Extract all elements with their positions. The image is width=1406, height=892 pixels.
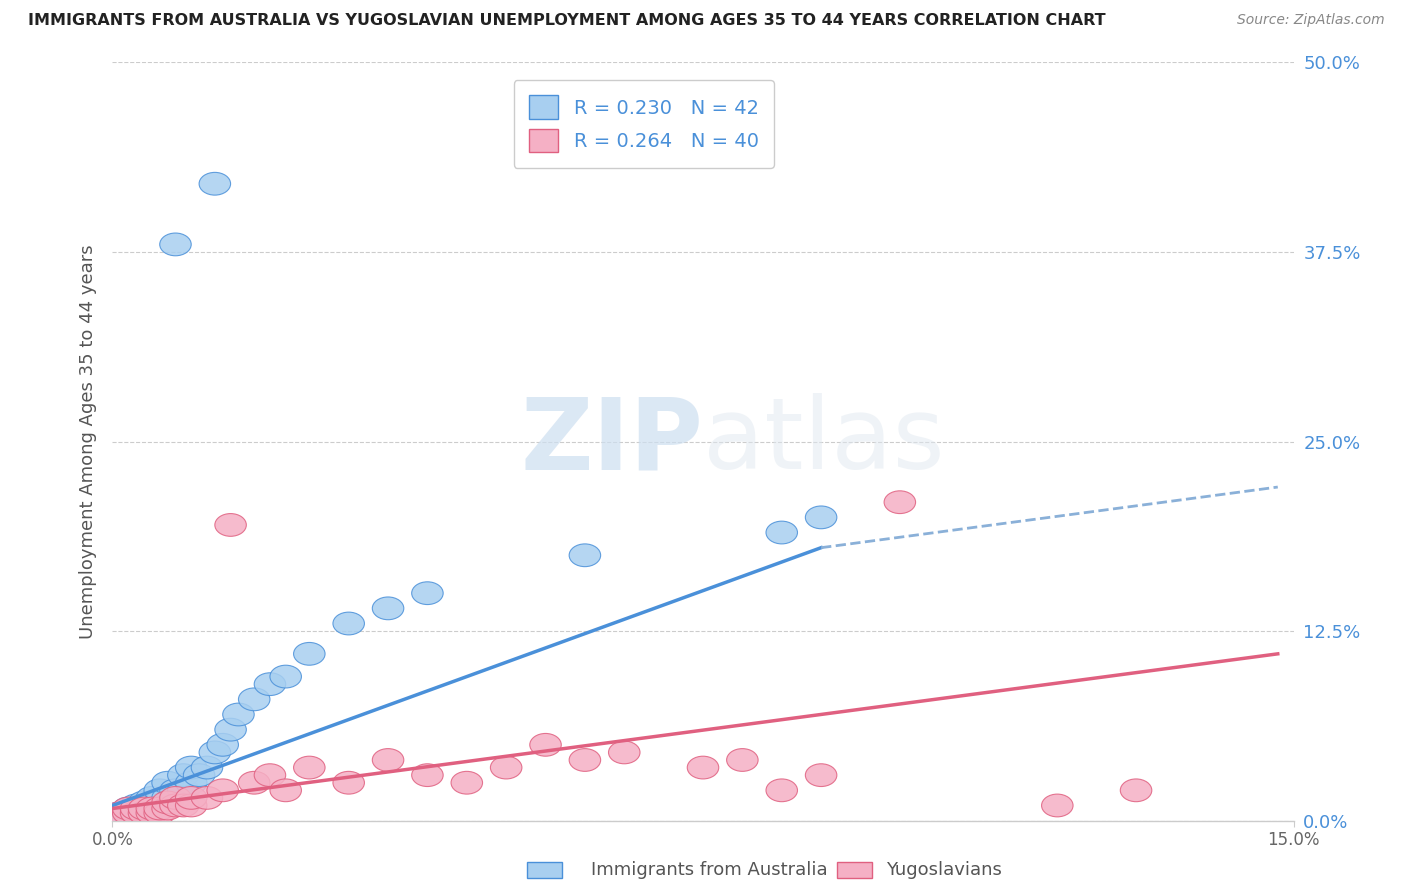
Ellipse shape: [112, 797, 143, 820]
Ellipse shape: [121, 802, 152, 824]
Ellipse shape: [207, 779, 239, 802]
Ellipse shape: [806, 506, 837, 529]
Ellipse shape: [727, 748, 758, 772]
Ellipse shape: [136, 797, 167, 820]
Ellipse shape: [183, 764, 215, 787]
Ellipse shape: [121, 794, 152, 817]
Ellipse shape: [191, 756, 222, 779]
Ellipse shape: [207, 733, 239, 756]
Ellipse shape: [167, 794, 200, 817]
Y-axis label: Unemployment Among Ages 35 to 44 years: Unemployment Among Ages 35 to 44 years: [79, 244, 97, 639]
Ellipse shape: [143, 802, 176, 824]
Ellipse shape: [609, 741, 640, 764]
Text: Source: ZipAtlas.com: Source: ZipAtlas.com: [1237, 13, 1385, 28]
Text: IMMIGRANTS FROM AUSTRALIA VS YUGOSLAVIAN UNEMPLOYMENT AMONG AGES 35 TO 44 YEARS : IMMIGRANTS FROM AUSTRALIA VS YUGOSLAVIAN…: [28, 13, 1105, 29]
Ellipse shape: [373, 748, 404, 772]
Ellipse shape: [152, 787, 183, 809]
Ellipse shape: [152, 772, 183, 794]
Ellipse shape: [167, 764, 200, 787]
Ellipse shape: [451, 772, 482, 794]
Ellipse shape: [200, 741, 231, 764]
Text: atlas: atlas: [703, 393, 945, 490]
Ellipse shape: [491, 756, 522, 779]
Ellipse shape: [254, 764, 285, 787]
Ellipse shape: [112, 802, 143, 824]
Ellipse shape: [160, 787, 191, 809]
Ellipse shape: [104, 802, 136, 824]
Ellipse shape: [152, 791, 183, 814]
Legend: R = 0.230   N = 42, R = 0.264   N = 40: R = 0.230 N = 42, R = 0.264 N = 40: [513, 79, 775, 168]
Text: ZIP: ZIP: [520, 393, 703, 490]
Ellipse shape: [152, 794, 183, 817]
Ellipse shape: [215, 718, 246, 741]
Ellipse shape: [373, 597, 404, 620]
Ellipse shape: [143, 797, 176, 820]
Ellipse shape: [333, 612, 364, 635]
Ellipse shape: [200, 172, 231, 195]
Ellipse shape: [128, 797, 160, 820]
Ellipse shape: [160, 787, 191, 809]
Text: Immigrants from Australia: Immigrants from Australia: [591, 861, 827, 879]
Ellipse shape: [239, 688, 270, 711]
Ellipse shape: [143, 797, 176, 820]
Ellipse shape: [412, 582, 443, 605]
Ellipse shape: [530, 733, 561, 756]
Ellipse shape: [884, 491, 915, 514]
Ellipse shape: [294, 642, 325, 665]
Ellipse shape: [239, 772, 270, 794]
Ellipse shape: [136, 787, 167, 809]
Ellipse shape: [412, 764, 443, 787]
Ellipse shape: [128, 791, 160, 814]
Ellipse shape: [112, 797, 143, 820]
Ellipse shape: [806, 764, 837, 787]
Ellipse shape: [160, 233, 191, 256]
Ellipse shape: [222, 703, 254, 726]
Ellipse shape: [176, 794, 207, 817]
Text: Yugoslavians: Yugoslavians: [886, 861, 1001, 879]
Ellipse shape: [160, 794, 191, 817]
Ellipse shape: [112, 802, 143, 824]
Ellipse shape: [176, 756, 207, 779]
Ellipse shape: [1121, 779, 1152, 802]
Ellipse shape: [128, 797, 160, 820]
Ellipse shape: [143, 791, 176, 814]
Ellipse shape: [121, 797, 152, 820]
Ellipse shape: [254, 673, 285, 696]
Ellipse shape: [766, 521, 797, 544]
Ellipse shape: [294, 756, 325, 779]
Ellipse shape: [333, 772, 364, 794]
Ellipse shape: [176, 772, 207, 794]
Ellipse shape: [569, 748, 600, 772]
Ellipse shape: [688, 756, 718, 779]
Ellipse shape: [104, 802, 136, 824]
Ellipse shape: [270, 779, 301, 802]
Ellipse shape: [191, 787, 222, 809]
Ellipse shape: [167, 779, 200, 802]
Ellipse shape: [128, 802, 160, 824]
Ellipse shape: [121, 802, 152, 824]
Ellipse shape: [143, 779, 176, 802]
Ellipse shape: [176, 787, 207, 809]
Ellipse shape: [160, 779, 191, 802]
Ellipse shape: [569, 544, 600, 566]
Ellipse shape: [1042, 794, 1073, 817]
Ellipse shape: [270, 665, 301, 688]
Ellipse shape: [152, 797, 183, 820]
Ellipse shape: [121, 797, 152, 820]
Ellipse shape: [128, 802, 160, 824]
Ellipse shape: [136, 802, 167, 824]
Ellipse shape: [136, 802, 167, 824]
Ellipse shape: [766, 779, 797, 802]
Ellipse shape: [215, 514, 246, 536]
Ellipse shape: [136, 794, 167, 817]
